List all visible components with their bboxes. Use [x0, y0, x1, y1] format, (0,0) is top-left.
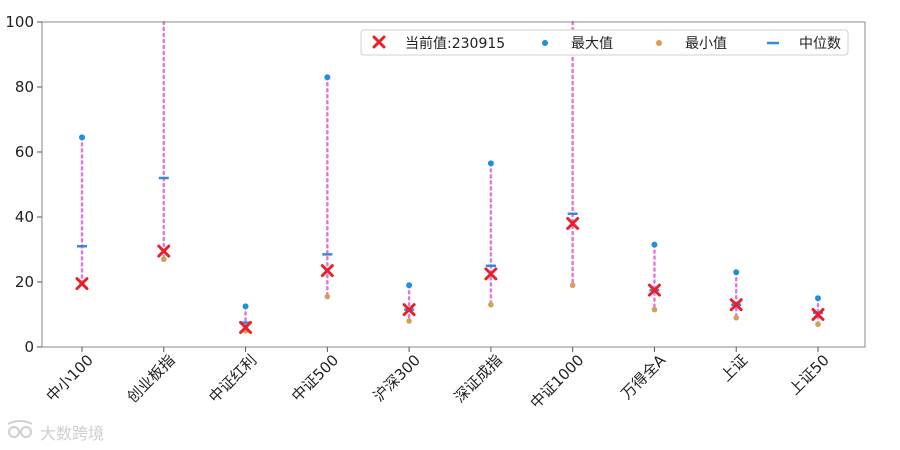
- legend-min-dot-icon: [656, 40, 662, 46]
- y-tick-label: 40: [15, 208, 34, 226]
- x-tick-label: 上证50: [785, 351, 832, 398]
- plot-frame: [41, 21, 866, 348]
- x-tick-label: 上证: [717, 351, 751, 385]
- median-marks: [77, 176, 823, 324]
- watermark: 大数跨境: [7, 420, 104, 443]
- current-value-mark: [239, 321, 253, 334]
- legend-item-min: 最小值: [656, 36, 727, 52]
- legend-box: [360, 29, 849, 56]
- min-point: [651, 306, 658, 313]
- current-value-mark: [320, 264, 334, 278]
- legend: 当前值:230915 最大值 最小值 中位数: [360, 29, 849, 56]
- legend-max-dot-icon: [542, 40, 548, 46]
- legend-label-min: 最小值: [685, 36, 727, 52]
- y-tick-label: 0: [24, 338, 34, 356]
- legend-item-median: 中位数: [767, 36, 841, 52]
- min-point: [569, 282, 576, 289]
- watermark-logo-icon: [7, 420, 33, 438]
- current-value-mark: [157, 244, 171, 258]
- legend-item-current: 当前值:230915: [372, 35, 505, 52]
- current-marks: [75, 217, 825, 334]
- x-tick-label: 创业板指: [123, 351, 178, 406]
- min-point: [488, 301, 494, 308]
- y-axis: 0 20 40 60 80 100: [5, 13, 42, 356]
- current-value-mark: [729, 298, 743, 312]
- x-tick-label: 中证红利: [205, 351, 260, 406]
- y-tick-label: 80: [15, 78, 34, 96]
- legend-item-max: 最大值: [542, 36, 613, 52]
- min-points: [79, 256, 821, 334]
- x-tick-label: 中证500: [288, 351, 342, 405]
- legend-x-marker-icon: [372, 35, 386, 49]
- legend-label-current: 当前值:230915: [405, 35, 505, 52]
- range-lines: [80, 20, 820, 332]
- max-point: [79, 134, 85, 141]
- max-point: [324, 74, 331, 81]
- y-tick-label: 100: [5, 13, 34, 31]
- current-value-mark: [75, 277, 89, 291]
- min-point: [160, 256, 167, 263]
- current-value-mark: [402, 303, 416, 317]
- legend-label-max: 最大值: [571, 36, 613, 52]
- max-point: [733, 269, 740, 276]
- min-point: [733, 314, 740, 321]
- max-point: [815, 295, 821, 302]
- current-value-mark: [811, 308, 825, 321]
- min-point: [406, 318, 412, 324]
- y-tick-label: 60: [15, 143, 34, 161]
- x-axis: 中小100 创业板指 中证红利 中证500 沪深300 深证成指 中证1000 万得全A 上证上…: [43, 347, 833, 412]
- legend-label-median: 中位数: [799, 36, 841, 52]
- max-point: [406, 282, 413, 289]
- watermark-text: 大数跨境: [40, 424, 104, 443]
- current-value-mark: [647, 283, 661, 297]
- max-point: [487, 160, 494, 167]
- x-tick-label: 中证1000: [527, 351, 588, 412]
- x-tick-label: 深证成指: [451, 351, 506, 406]
- x-tick-label: 沪深300: [370, 351, 424, 405]
- max-points: [79, 74, 821, 310]
- current-value-mark: [566, 217, 580, 230]
- min-point: [324, 293, 331, 300]
- current-value-mark: [484, 267, 498, 281]
- max-point: [651, 241, 658, 248]
- min-point: [815, 321, 821, 328]
- x-tick-label: 中小100: [43, 351, 97, 405]
- y-tick-label: 20: [15, 273, 34, 291]
- x-tick-label: 万得全A: [617, 351, 669, 403]
- max-point: [242, 303, 249, 310]
